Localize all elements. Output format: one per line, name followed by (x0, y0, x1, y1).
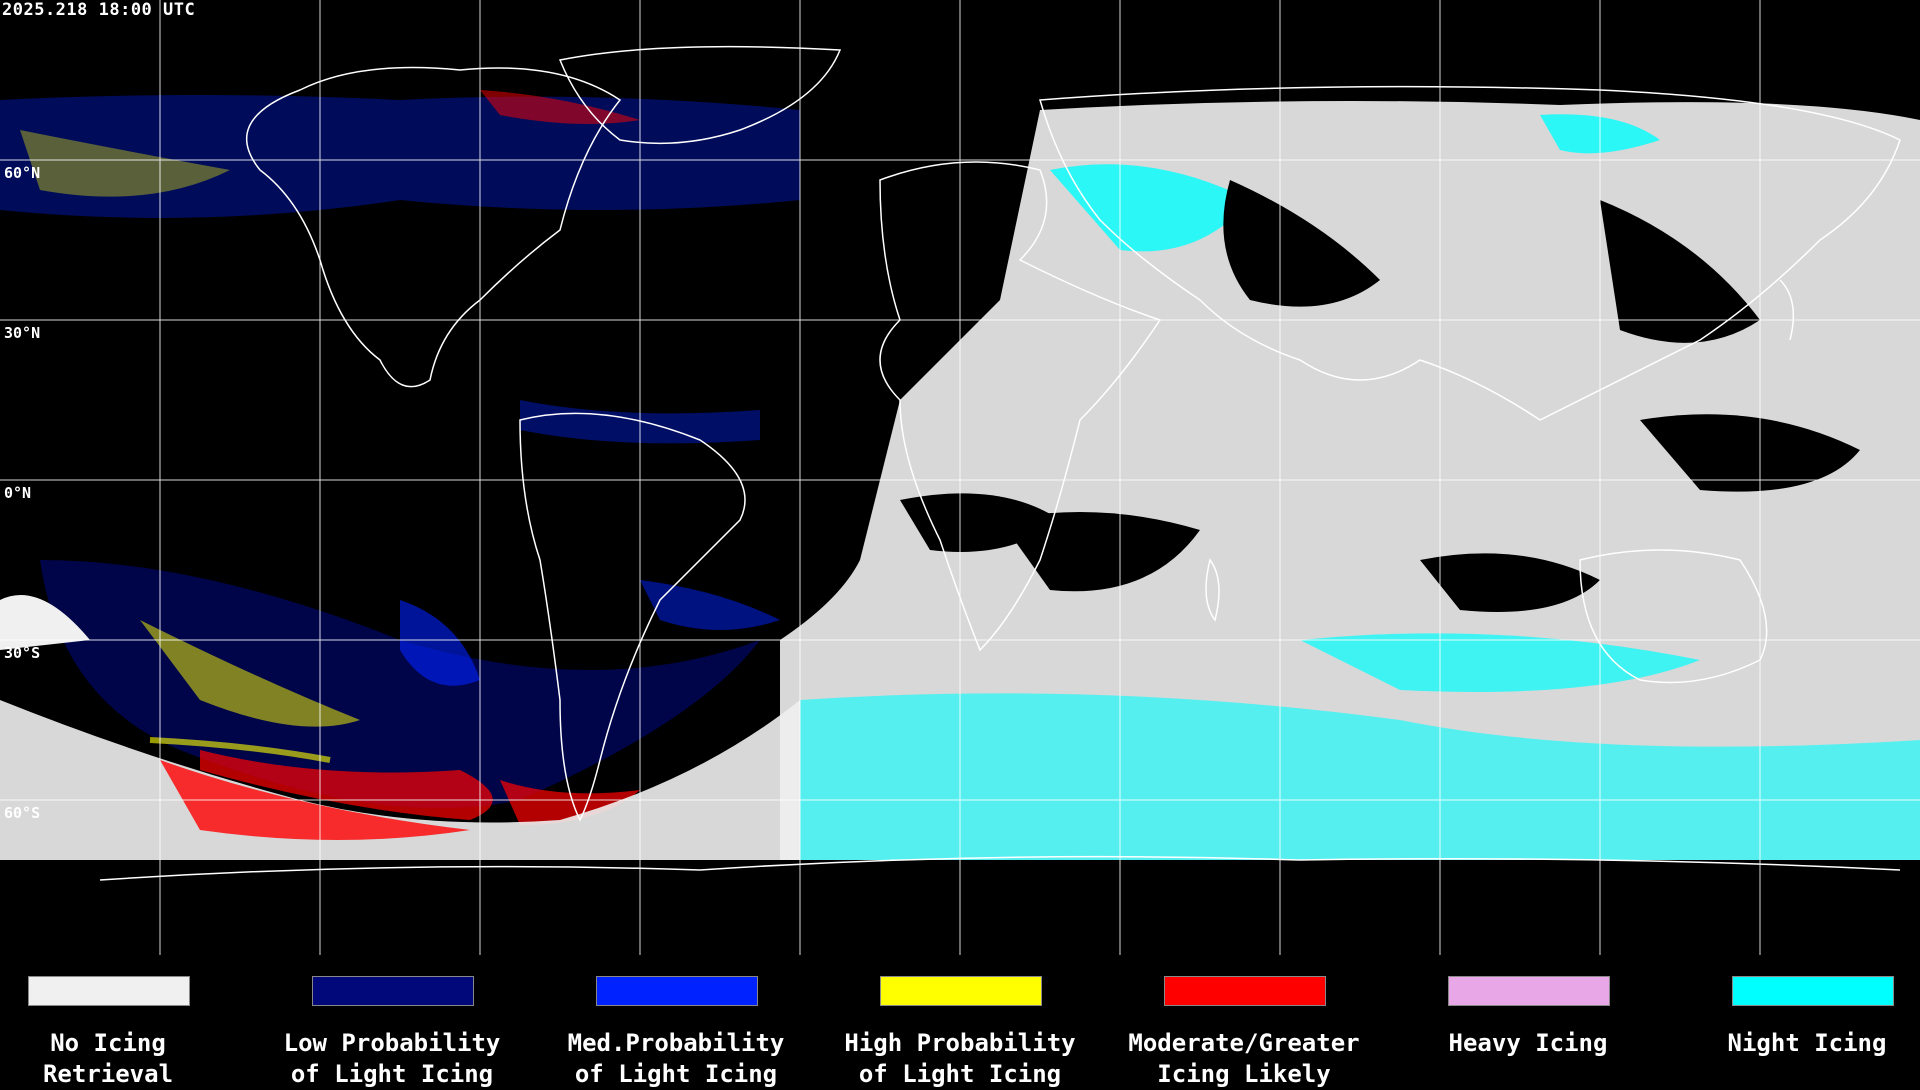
no-icing-retrieval-regions (0, 595, 800, 860)
legend-swatch (1164, 976, 1326, 1006)
legend-swatch (1732, 976, 1894, 1006)
legend-label: Low Probability of Light Icing (283, 1029, 501, 1088)
legend-item-med-probability: Med.Probability of Light Icing (568, 976, 856, 1088)
legend-swatch (312, 976, 474, 1006)
lat-label-60s: 60°S (4, 804, 41, 822)
legend-label: Moderate/Greater Icing Likely (1128, 1029, 1360, 1088)
legend-swatch (1448, 976, 1610, 1006)
legend-item-no-icing: No Icing Retrieval (28, 976, 288, 1088)
map-canvas (0, 0, 1920, 955)
lat-label-30s: 30°S (4, 644, 41, 662)
legend-swatch (28, 976, 190, 1006)
legend: No Icing Retrieval Low Probability of Li… (0, 960, 1920, 1088)
legend-item-night-icing: Night Icing (1728, 976, 1920, 1076)
icing-map: 2025.218 18:00 UTC 60°N 30°N 0°N 30°S 60… (0, 0, 1920, 955)
coastlines (99, 45, 1901, 881)
legend-label: High Probability of Light Icing (844, 1029, 1076, 1088)
timestamp-label: 2025.218 18:00 UTC (2, 0, 196, 20)
legend-swatch (596, 976, 758, 1006)
legend-swatch (880, 976, 1042, 1006)
lat-label-30n: 30°N (4, 324, 41, 342)
day-icing-retrievals (0, 90, 800, 825)
legend-label: Heavy Icing (1448, 1029, 1608, 1057)
lat-label-60n: 60°N (4, 164, 41, 182)
legend-item-heavy-icing: Heavy Icing (1448, 976, 1708, 1076)
legend-label: No Icing Retrieval (42, 1029, 174, 1088)
legend-label: Med.Probability of Light Icing (567, 1029, 785, 1088)
graticule (0, 0, 1920, 955)
legend-item-high-probability: High Probability of Light Icing (844, 976, 1140, 1088)
legend-item-moderate-greater: Moderate/Greater Icing Likely (1128, 976, 1424, 1088)
legend-label: Night Icing (1727, 1029, 1887, 1057)
clear-sky-patches (900, 180, 1860, 612)
legend-item-low-probability: Low Probability of Light Icing (284, 976, 572, 1088)
lat-label-0n: 0°N (4, 484, 32, 502)
